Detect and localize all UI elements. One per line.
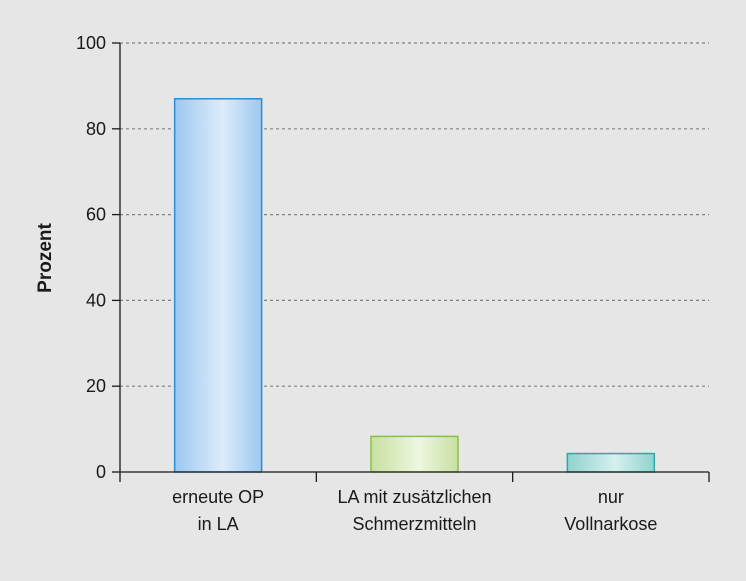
bar [566, 452, 656, 473]
bar [370, 435, 459, 473]
y-tick-label: 40 [86, 290, 106, 310]
labels: 0 20 40 60 80 100 erneute OP in LA LA mit zusätz… [76, 33, 657, 534]
y-tick-label: 80 [86, 119, 106, 139]
bar [173, 98, 263, 473]
y-tick-label: 100 [76, 33, 106, 53]
y-tick-label: 60 [86, 205, 106, 225]
y-axis-title: Prozent [35, 222, 56, 292]
x-tick-label: LA mit zusätzlichen Schmerzmitteln [337, 487, 491, 534]
y-tick-label: 0 [96, 462, 106, 482]
y-tick-label: 20 [86, 376, 106, 396]
x-tick-label: erneute OP in LA [172, 487, 264, 534]
axes [112, 42, 710, 482]
bars [173, 98, 656, 473]
x-tick-label: nur Vollnarkose [564, 487, 657, 534]
